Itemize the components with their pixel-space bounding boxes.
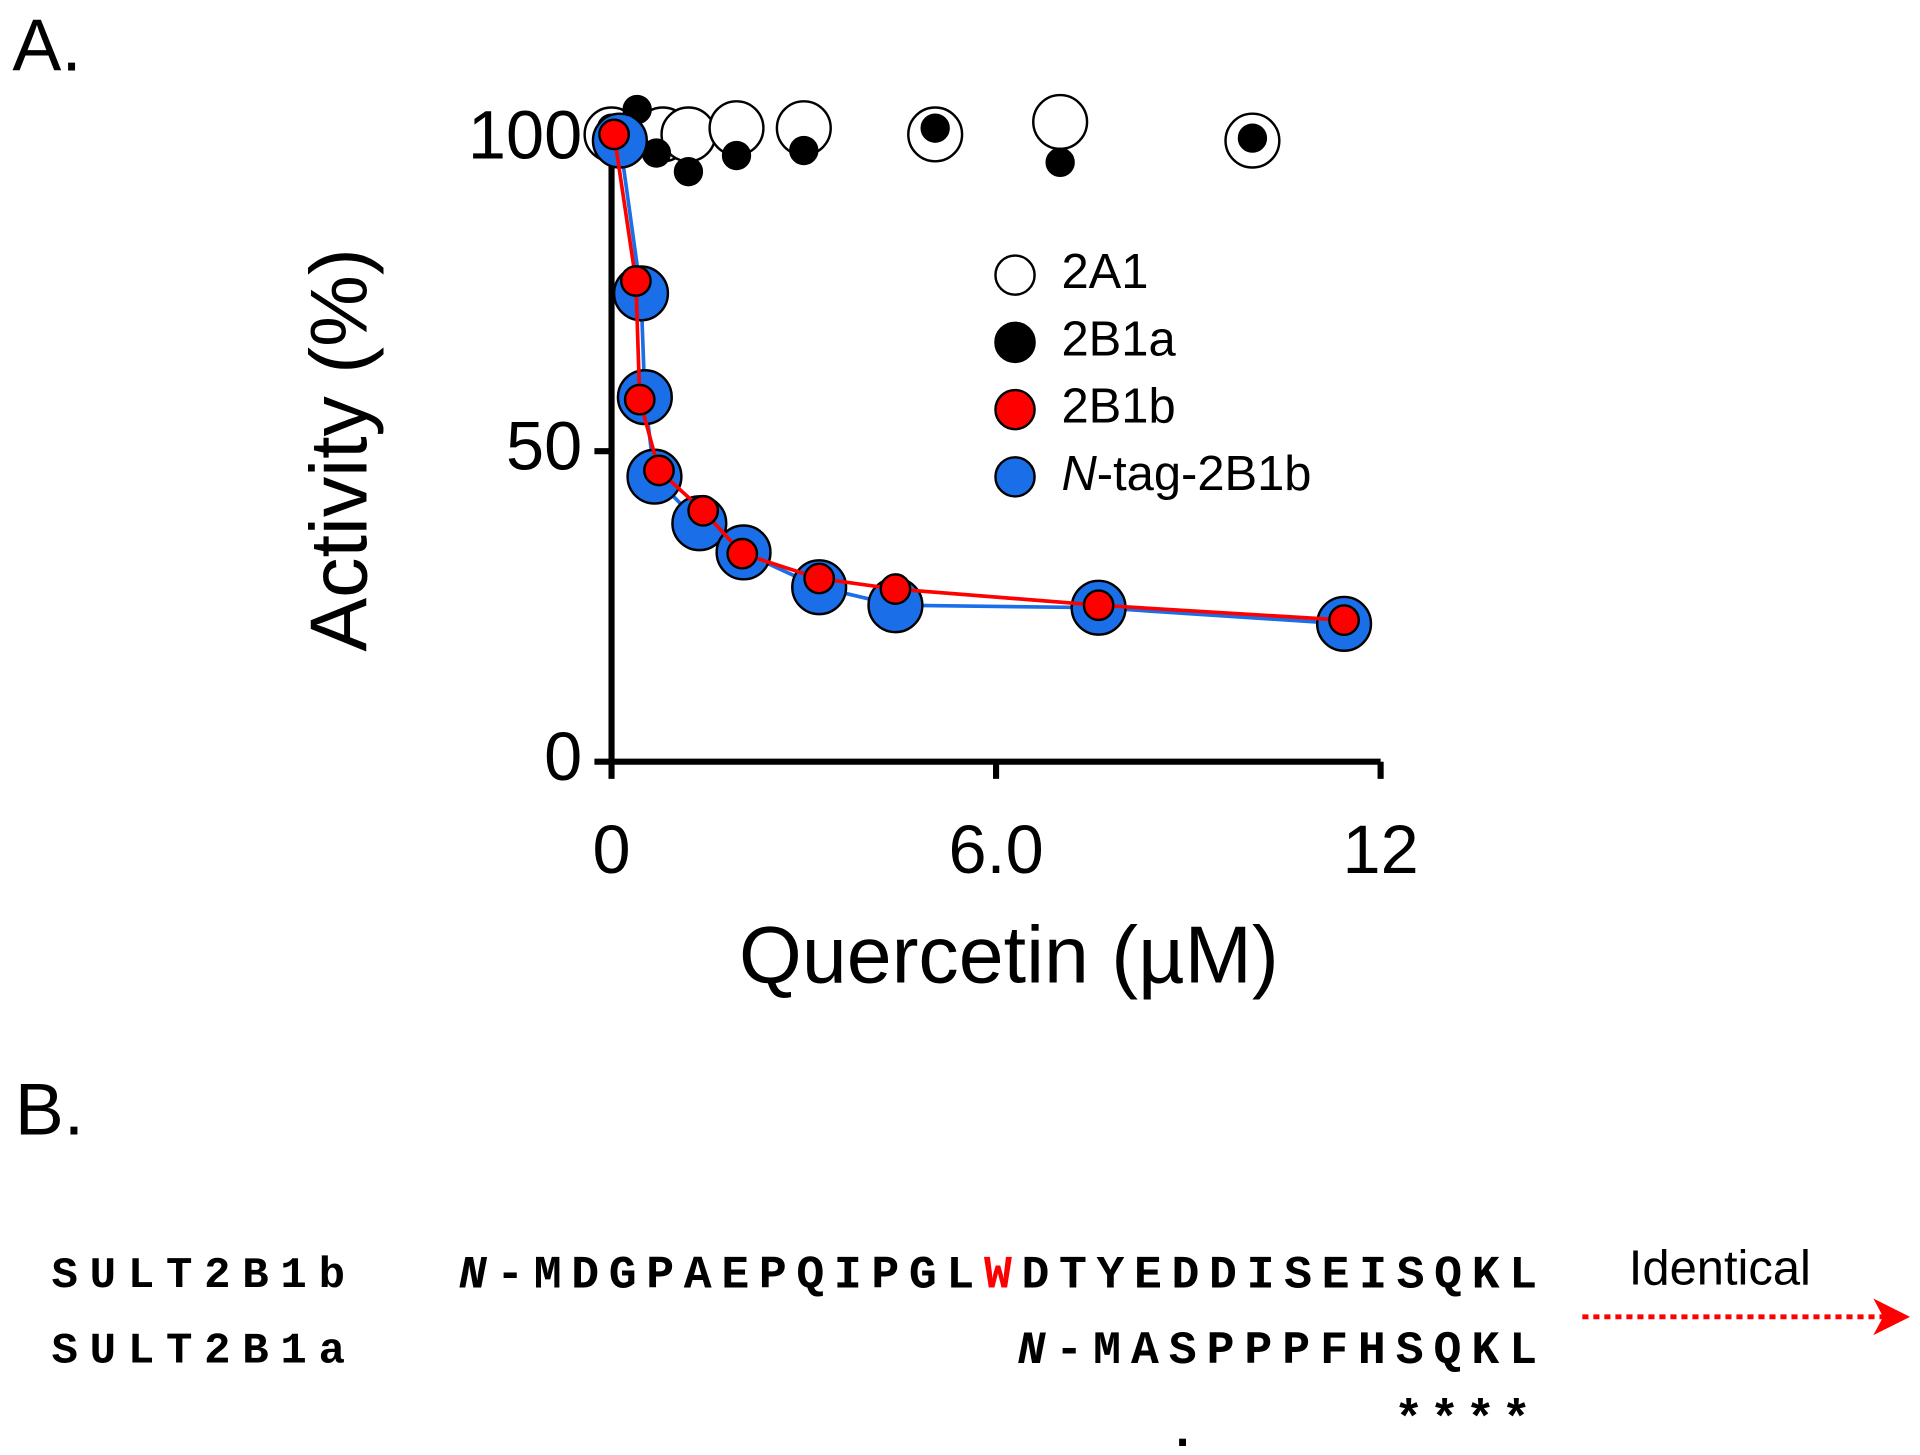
legend-marker	[994, 456, 1036, 498]
y-tick-label: 100	[468, 97, 582, 174]
note: Identical	[1629, 1242, 1811, 1296]
y-tick-label: 0	[544, 718, 582, 795]
legend-label: 2B1b	[1061, 380, 1175, 434]
point	[687, 494, 720, 527]
point	[789, 135, 819, 166]
point	[1328, 604, 1360, 637]
sequence: N -MASPPPFHSQKL	[1017, 1324, 1537, 1377]
arrow-head	[1873, 1298, 1911, 1336]
y-axis-label: Activity (%)	[294, 248, 384, 651]
point	[920, 113, 950, 143]
x-tick-label: 12	[1343, 811, 1419, 888]
panel-label: B.	[15, 1068, 84, 1150]
point	[1237, 123, 1268, 153]
point	[726, 537, 759, 570]
panel-label: A.	[12, 5, 81, 87]
legend-marker	[994, 321, 1036, 364]
x-tick-label: 0	[592, 811, 630, 888]
legend-label: N-tag-2B1b	[1061, 447, 1311, 501]
row-name: SULT2B1a	[52, 1327, 345, 1377]
point	[803, 562, 836, 595]
legend-label: 2A1	[1061, 245, 1148, 299]
point	[673, 156, 704, 187]
point	[623, 383, 656, 416]
fit-line	[612, 134, 1345, 622]
point	[598, 118, 630, 151]
point	[879, 573, 912, 605]
y-tick-label: 50	[506, 407, 582, 484]
point	[1045, 147, 1075, 178]
conservation: ****	[1394, 1393, 1531, 1449]
sequence: N -MDGPAEPQIPGL W DTYEDDISEISQKL	[459, 1249, 1537, 1302]
legend-label: 2B1a	[1061, 312, 1176, 366]
conservation: .	[1168, 1405, 1197, 1455]
x-tick-label: 6.0	[948, 811, 1043, 888]
legend-marker	[994, 388, 1036, 431]
point	[643, 454, 675, 487]
x-axis-label: Quercetin (µM)	[739, 910, 1279, 1000]
row-name: SULT2B1b	[52, 1251, 345, 1301]
point	[1032, 93, 1089, 151]
point	[721, 140, 752, 171]
point	[1082, 589, 1115, 622]
point	[619, 265, 652, 297]
legend-marker	[994, 254, 1036, 296]
